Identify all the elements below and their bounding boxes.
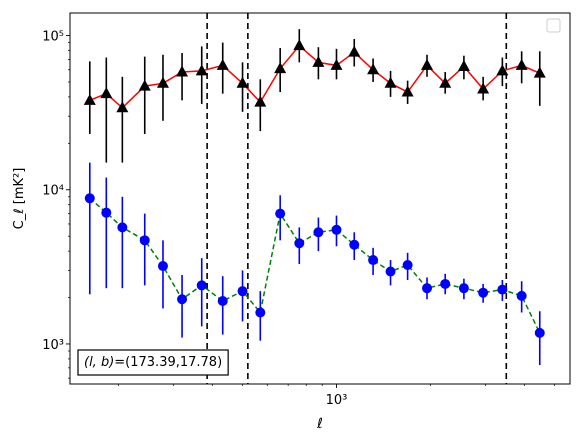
data-point-circle (217, 295, 228, 306)
data-point-circle (157, 261, 168, 272)
series-line (89, 197, 541, 334)
data-point-triangle (216, 58, 229, 70)
data-point-circle (497, 284, 508, 295)
annotation-label: (l, b)=(173.39,17.78) (84, 355, 222, 370)
data-point-circle (440, 278, 451, 289)
data-point-triangle (236, 76, 249, 88)
data-point-triangle (367, 63, 380, 75)
data-point-triangle (401, 85, 414, 97)
data-point-triangle (195, 64, 208, 76)
data-point-circle (84, 193, 95, 204)
data-point-circle (534, 327, 545, 338)
data-point-triangle (176, 65, 189, 77)
data-point-triangle (439, 76, 452, 88)
series-layer (83, 29, 546, 366)
data-point-circle (478, 287, 489, 298)
data-point-triangle (254, 95, 267, 107)
data-point-triangle (100, 87, 113, 99)
annotation-lhs: (l, b) (84, 355, 114, 370)
data-point-circle (177, 294, 188, 305)
data-point-triangle (515, 58, 528, 70)
data-point-circle (422, 283, 433, 294)
data-point-triangle (496, 64, 509, 76)
data-point-circle (368, 255, 379, 266)
data-point-circle (117, 222, 128, 233)
data-point-triangle (477, 82, 490, 94)
y-tick-label: 10⁴ (42, 184, 64, 199)
annotation-box (77, 349, 229, 376)
data-point-circle (385, 266, 396, 277)
data-point-triangle (457, 59, 470, 71)
axis-ticks: 10³ 10³ 10⁴ 10⁵ (42, 30, 555, 408)
data-point-circle (101, 207, 112, 218)
data-point-circle (349, 239, 360, 250)
data-point-circle (196, 280, 207, 291)
data-point-triangle (274, 62, 287, 74)
plot-frame (69, 12, 571, 385)
series-line (89, 44, 541, 109)
data-point-triangle (293, 39, 306, 51)
data-point-circle (275, 208, 286, 219)
data-point-circle (516, 290, 527, 301)
y-tick-label: 10³ (42, 338, 64, 353)
data-point-circle (331, 224, 342, 235)
legend-box (546, 18, 561, 33)
data-point-triangle (312, 55, 325, 67)
data-point-triangle (533, 66, 546, 78)
data-point-circle (313, 227, 324, 238)
data-point-circle (139, 235, 150, 246)
data-point-circle (255, 307, 266, 318)
data-point-triangle (384, 76, 397, 88)
series-circles (84, 162, 545, 366)
y-tick-label: 10⁵ (42, 30, 64, 45)
series-triangles (83, 29, 546, 163)
data-point-triangle (83, 93, 96, 105)
data-point-triangle (348, 45, 361, 57)
data-point-triangle (330, 58, 343, 70)
data-point-triangle (156, 76, 169, 88)
data-point-circle (458, 283, 469, 294)
data-point-circle (402, 260, 413, 271)
annotation-rhs: =(173.39,17.78) (114, 355, 222, 370)
data-point-circle (294, 238, 305, 249)
y-axis-label: C_ℓ [mK²] (12, 168, 27, 230)
data-point-circle (237, 286, 248, 297)
data-point-triangle (421, 58, 434, 70)
data-point-triangle (138, 79, 151, 91)
data-point-triangle (116, 101, 129, 113)
x-tick-label: 10³ (326, 393, 348, 408)
x-axis-label: ℓ (316, 416, 323, 432)
